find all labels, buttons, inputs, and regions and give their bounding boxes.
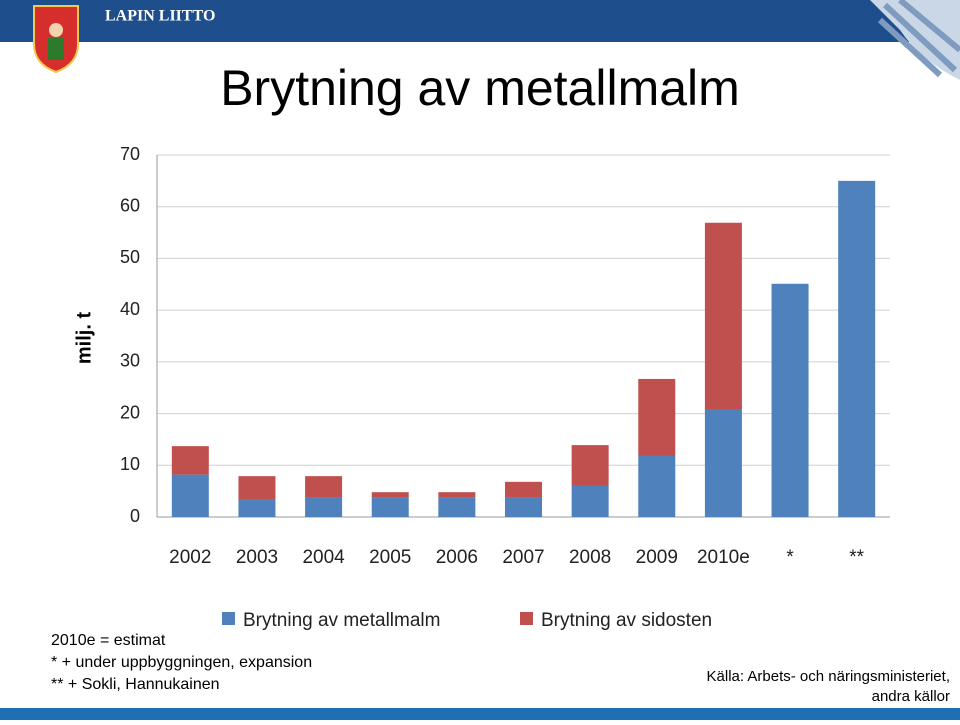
bar-segment	[771, 283, 809, 517]
bar-segment	[305, 476, 343, 498]
bar-segment	[505, 481, 542, 498]
org-name: LAPIN LIITTO	[105, 8, 215, 25]
x-tick-label: 2010e	[697, 547, 750, 568]
footer-bar	[0, 708, 960, 720]
x-tick-label: 2002	[169, 547, 211, 568]
bar-segment	[171, 446, 209, 475]
bar-segment	[238, 499, 276, 517]
x-tick-label: 2004	[302, 547, 345, 568]
x-tick-label: 2009	[636, 547, 678, 568]
x-tick-label: 2008	[569, 547, 611, 568]
y-tick-label: 20	[120, 402, 140, 422]
header-bar	[0, 0, 960, 42]
note: 2010e = estimat	[51, 632, 166, 649]
y-tick-label: 50	[120, 247, 140, 267]
bar-segment	[838, 180, 876, 517]
bar-segment	[638, 455, 676, 517]
legend-label: Brytning av metallmalm	[243, 610, 440, 631]
bar-segment	[505, 497, 542, 517]
bar-segment	[438, 492, 476, 498]
logo-figure	[49, 23, 63, 37]
bar-segment	[305, 497, 343, 517]
x-tick-label: *	[786, 547, 794, 568]
y-tick-label: 10	[120, 454, 140, 474]
x-tick-label: 2005	[369, 547, 411, 568]
x-tick-label: **	[849, 547, 864, 568]
bar-segment	[438, 497, 476, 517]
bar-segment	[571, 445, 609, 486]
corner-decoration	[870, 0, 960, 80]
legend-label: Brytning av sidosten	[541, 610, 712, 631]
chart-title: Brytning av metallmalm	[220, 60, 740, 116]
logo-figure	[48, 38, 64, 60]
bar-segment	[638, 378, 676, 456]
y-tick-label: 60	[120, 195, 140, 215]
legend-swatch	[222, 612, 235, 625]
y-tick-label: 40	[120, 299, 140, 319]
bar-segment	[704, 409, 742, 517]
bar-segment	[171, 474, 209, 517]
y-tick-label: 0	[130, 506, 140, 526]
bar-segment	[238, 476, 276, 500]
note: ** + Sokli, Hannukainen	[51, 676, 220, 693]
bar-segment	[704, 222, 742, 410]
y-tick-label: 30	[120, 351, 140, 371]
source: andra källor	[872, 688, 950, 705]
y-axis-label: milj. t	[73, 312, 95, 365]
bar-segment	[371, 497, 409, 517]
x-tick-label: 2006	[436, 547, 478, 568]
source: Källa: Arbets- och näringsministeriet,	[707, 668, 950, 685]
note: * + under uppbyggningen, expansion	[51, 654, 312, 671]
x-tick-label: 2003	[236, 547, 278, 568]
legend-swatch	[520, 612, 533, 625]
y-tick-label: 70	[120, 144, 140, 164]
x-tick-label: 2007	[502, 547, 544, 568]
bar-segment	[571, 485, 609, 517]
bar-segment	[371, 492, 409, 498]
